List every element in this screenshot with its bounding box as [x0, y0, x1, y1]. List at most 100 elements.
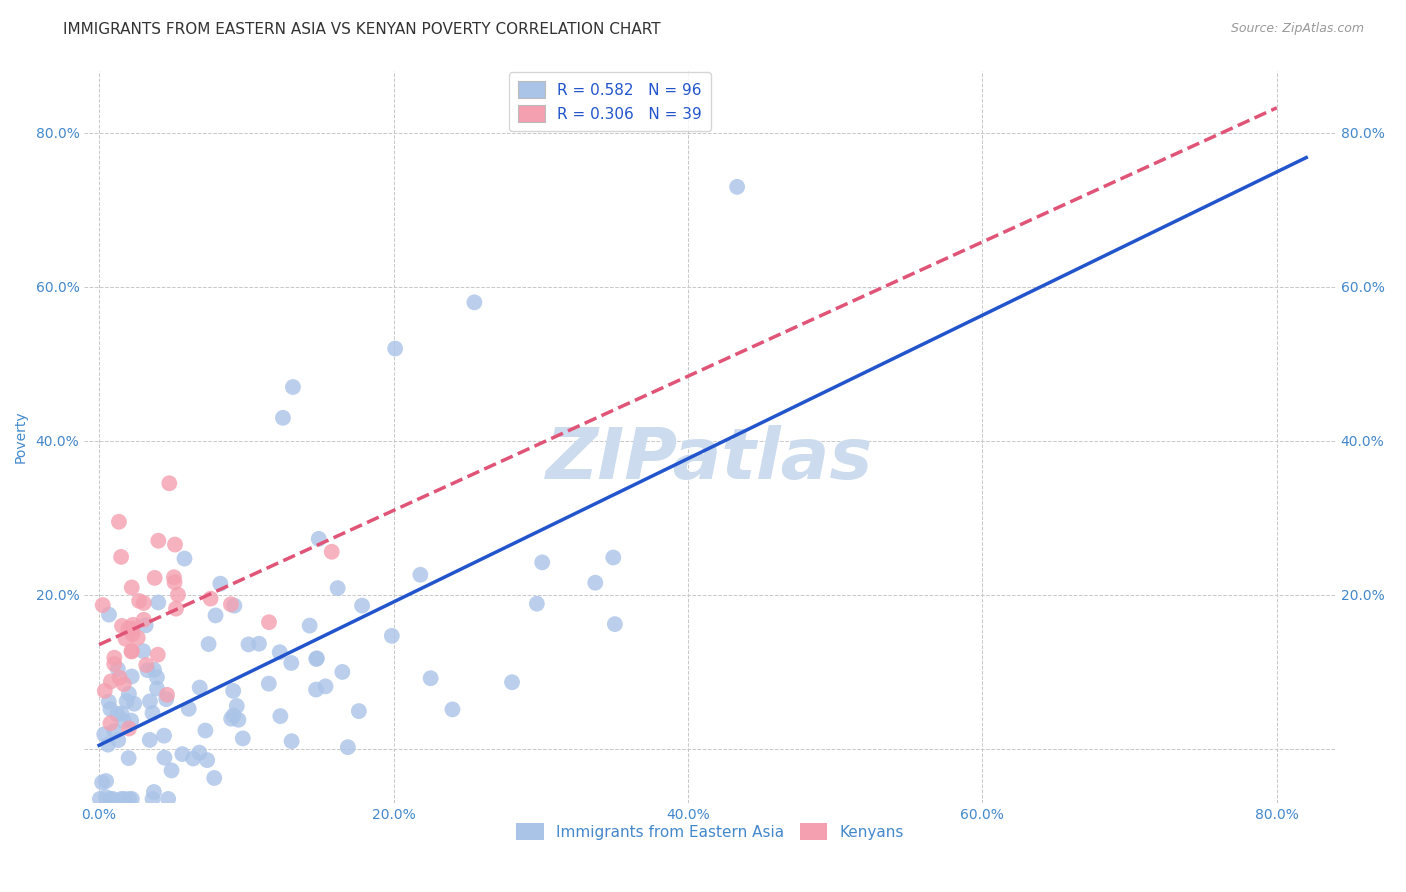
Point	[100, 716, 122, 731]
Point	[155, 692, 177, 706]
Point	[305, 651, 328, 665]
Point	[94, 774, 117, 789]
Point	[188, 746, 211, 760]
Point	[112, 677, 135, 691]
Point	[280, 734, 302, 748]
Point	[100, 674, 122, 689]
Point	[103, 724, 125, 739]
Y-axis label: Poverty: Poverty	[13, 411, 27, 463]
Point	[298, 618, 321, 632]
Point	[269, 709, 291, 723]
Point	[98, 607, 121, 622]
Point	[172, 747, 194, 761]
Point	[121, 644, 143, 658]
Point	[173, 551, 195, 566]
Point	[163, 570, 186, 584]
Point	[419, 671, 441, 685]
Point	[142, 785, 165, 799]
Text: Source: ZipAtlas.com: Source: ZipAtlas.com	[1230, 22, 1364, 36]
Point	[146, 670, 169, 684]
Point	[321, 545, 343, 559]
Point	[143, 571, 166, 585]
Point	[531, 555, 554, 569]
Point	[232, 731, 254, 746]
Point	[583, 575, 606, 590]
Point	[326, 581, 349, 595]
Point	[228, 713, 250, 727]
Point	[101, 792, 124, 806]
Point	[117, 622, 139, 636]
Point	[112, 714, 135, 728]
Point	[384, 342, 406, 356]
Legend: Immigrants from Eastern Asia, Kenyans: Immigrants from Eastern Asia, Kenyans	[510, 816, 910, 847]
Point	[132, 596, 155, 610]
Point	[111, 619, 134, 633]
Point	[280, 656, 302, 670]
Point	[269, 645, 291, 659]
Point	[195, 753, 218, 767]
Point	[224, 599, 246, 613]
Point	[381, 629, 404, 643]
Point	[132, 613, 155, 627]
Point	[167, 588, 190, 602]
Point	[132, 644, 155, 658]
Text: ZIPatlas: ZIPatlas	[547, 425, 873, 493]
Point	[141, 706, 163, 720]
Point	[219, 712, 242, 726]
Point	[330, 665, 353, 679]
Point	[305, 682, 328, 697]
Point	[181, 751, 204, 765]
Point	[121, 581, 143, 595]
Point	[200, 591, 222, 606]
Point	[148, 595, 170, 609]
Point	[112, 792, 135, 806]
Point	[157, 792, 180, 806]
Point	[135, 618, 157, 632]
Point	[204, 608, 226, 623]
Point	[441, 702, 464, 716]
Point	[122, 697, 145, 711]
Point	[209, 576, 232, 591]
Point	[121, 627, 143, 641]
Point	[463, 295, 485, 310]
Point	[238, 637, 260, 651]
Point	[526, 597, 548, 611]
Point	[257, 615, 280, 630]
Point	[97, 738, 120, 752]
Point	[94, 790, 117, 805]
Point	[128, 594, 150, 608]
Point	[225, 698, 247, 713]
Point	[247, 637, 270, 651]
Point	[103, 657, 125, 671]
Point	[219, 597, 242, 611]
Point	[281, 380, 304, 394]
Point	[156, 688, 179, 702]
Point	[257, 676, 280, 690]
Point	[91, 775, 114, 789]
Point	[107, 662, 129, 676]
Point	[108, 515, 131, 529]
Point	[157, 476, 180, 491]
Point	[165, 601, 187, 615]
Point	[305, 652, 328, 666]
Point	[315, 679, 337, 693]
Point	[501, 675, 523, 690]
Point	[725, 179, 748, 194]
Point	[115, 694, 138, 708]
Point	[110, 706, 132, 721]
Point	[105, 707, 128, 722]
Point	[347, 704, 370, 718]
Point	[143, 663, 166, 677]
Point	[271, 410, 294, 425]
Point	[602, 550, 624, 565]
Point	[139, 694, 162, 708]
Point	[93, 727, 115, 741]
Point	[163, 575, 186, 590]
Point	[121, 792, 143, 806]
Point	[136, 663, 159, 677]
Point	[139, 732, 162, 747]
Point	[194, 723, 217, 738]
Point	[308, 532, 330, 546]
Point	[163, 537, 186, 551]
Point	[222, 708, 245, 723]
